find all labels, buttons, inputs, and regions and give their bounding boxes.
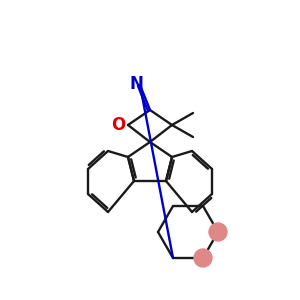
Text: N: N [129,75,143,93]
Circle shape [194,249,212,267]
Text: O: O [111,116,125,134]
Circle shape [209,223,227,241]
